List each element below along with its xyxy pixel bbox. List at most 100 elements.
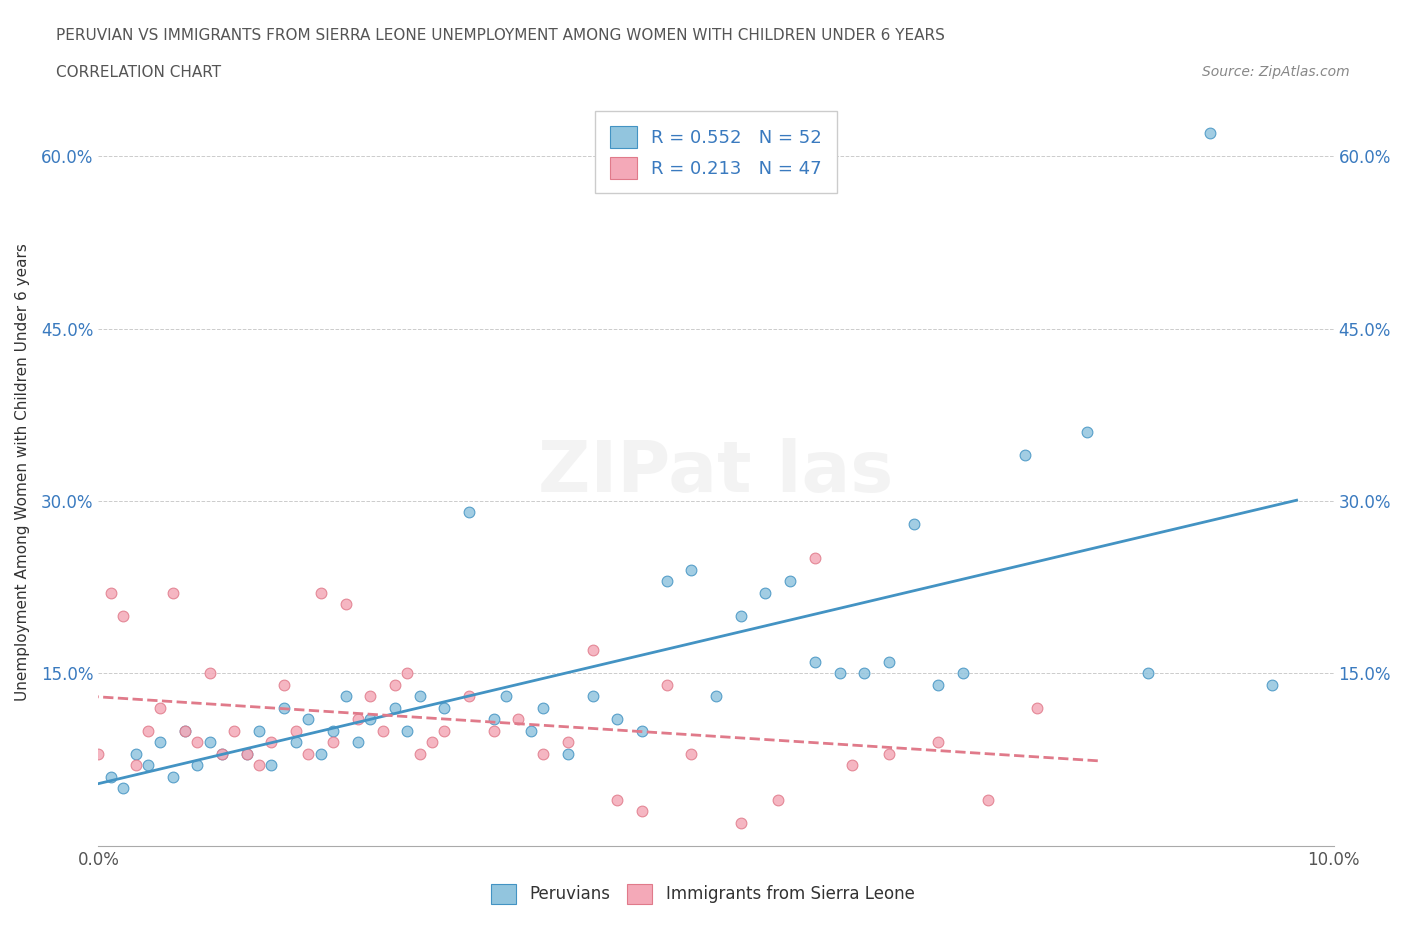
Point bbox=[557, 746, 579, 761]
Point bbox=[224, 724, 246, 738]
Point bbox=[841, 758, 863, 773]
Point bbox=[100, 769, 122, 784]
Point bbox=[162, 769, 184, 784]
Point bbox=[482, 724, 505, 738]
Point bbox=[186, 735, 208, 750]
Point bbox=[927, 677, 949, 692]
Point bbox=[606, 711, 628, 726]
Point bbox=[285, 735, 308, 750]
Point bbox=[754, 585, 776, 600]
Point bbox=[112, 781, 135, 796]
Legend: Peruvians, Immigrants from Sierra Leone: Peruvians, Immigrants from Sierra Leone bbox=[484, 875, 922, 912]
Point bbox=[655, 677, 678, 692]
Text: ZIPat las: ZIPat las bbox=[538, 438, 894, 507]
Point bbox=[211, 746, 233, 761]
Text: Source: ZipAtlas.com: Source: ZipAtlas.com bbox=[1202, 65, 1350, 79]
Point bbox=[87, 746, 110, 761]
Point bbox=[322, 735, 344, 750]
Point bbox=[335, 689, 357, 704]
Point bbox=[606, 792, 628, 807]
Point bbox=[927, 735, 949, 750]
Point bbox=[260, 735, 283, 750]
Point bbox=[347, 711, 370, 726]
Point bbox=[704, 689, 727, 704]
Point bbox=[297, 711, 319, 726]
Point bbox=[309, 746, 332, 761]
Point bbox=[557, 735, 579, 750]
Point bbox=[508, 711, 530, 726]
Point bbox=[433, 700, 456, 715]
Point bbox=[396, 666, 419, 681]
Point bbox=[371, 724, 394, 738]
Point bbox=[581, 689, 603, 704]
Point bbox=[853, 666, 876, 681]
Point bbox=[681, 746, 703, 761]
Point bbox=[458, 689, 481, 704]
Point bbox=[1199, 126, 1222, 140]
Point bbox=[804, 655, 827, 670]
Point bbox=[247, 724, 270, 738]
Point bbox=[520, 724, 543, 738]
Point bbox=[458, 505, 481, 520]
Point bbox=[1137, 666, 1160, 681]
Point bbox=[235, 746, 257, 761]
Point bbox=[359, 711, 381, 726]
Point bbox=[495, 689, 517, 704]
Point bbox=[779, 574, 801, 589]
Point bbox=[631, 724, 654, 738]
Point bbox=[186, 758, 208, 773]
Point bbox=[730, 608, 752, 623]
Point bbox=[766, 792, 789, 807]
Y-axis label: Unemployment Among Women with Children Under 6 years: Unemployment Among Women with Children U… bbox=[15, 244, 30, 701]
Point bbox=[297, 746, 319, 761]
Point bbox=[408, 746, 430, 761]
Point bbox=[235, 746, 257, 761]
Point bbox=[804, 551, 827, 565]
Point bbox=[877, 655, 900, 670]
Point bbox=[174, 724, 197, 738]
Legend: R = 0.552   N = 52, R = 0.213   N = 47: R = 0.552 N = 52, R = 0.213 N = 47 bbox=[596, 112, 837, 193]
Point bbox=[247, 758, 270, 773]
Point bbox=[655, 574, 678, 589]
Point bbox=[433, 724, 456, 738]
Point bbox=[136, 724, 159, 738]
Point bbox=[681, 563, 703, 578]
Point bbox=[877, 746, 900, 761]
Point bbox=[260, 758, 283, 773]
Point bbox=[100, 585, 122, 600]
Point bbox=[581, 643, 603, 658]
Point bbox=[211, 746, 233, 761]
Point bbox=[977, 792, 1000, 807]
Point bbox=[531, 700, 554, 715]
Point bbox=[1014, 447, 1036, 462]
Point bbox=[347, 735, 370, 750]
Point bbox=[174, 724, 197, 738]
Point bbox=[408, 689, 430, 704]
Point bbox=[112, 608, 135, 623]
Text: CORRELATION CHART: CORRELATION CHART bbox=[56, 65, 221, 80]
Text: PERUVIAN VS IMMIGRANTS FROM SIERRA LEONE UNEMPLOYMENT AMONG WOMEN WITH CHILDREN : PERUVIAN VS IMMIGRANTS FROM SIERRA LEONE… bbox=[56, 28, 945, 43]
Point bbox=[1261, 677, 1284, 692]
Point bbox=[149, 735, 172, 750]
Point bbox=[322, 724, 344, 738]
Point bbox=[730, 816, 752, 830]
Point bbox=[309, 585, 332, 600]
Point bbox=[903, 516, 925, 531]
Point bbox=[273, 700, 295, 715]
Point bbox=[335, 597, 357, 612]
Point bbox=[631, 804, 654, 818]
Point bbox=[124, 758, 146, 773]
Point bbox=[124, 746, 146, 761]
Point bbox=[1026, 700, 1049, 715]
Point bbox=[952, 666, 974, 681]
Point bbox=[1076, 424, 1098, 439]
Point bbox=[359, 689, 381, 704]
Point bbox=[531, 746, 554, 761]
Point bbox=[285, 724, 308, 738]
Point bbox=[273, 677, 295, 692]
Point bbox=[198, 735, 221, 750]
Point bbox=[384, 700, 406, 715]
Point bbox=[420, 735, 443, 750]
Point bbox=[136, 758, 159, 773]
Point bbox=[482, 711, 505, 726]
